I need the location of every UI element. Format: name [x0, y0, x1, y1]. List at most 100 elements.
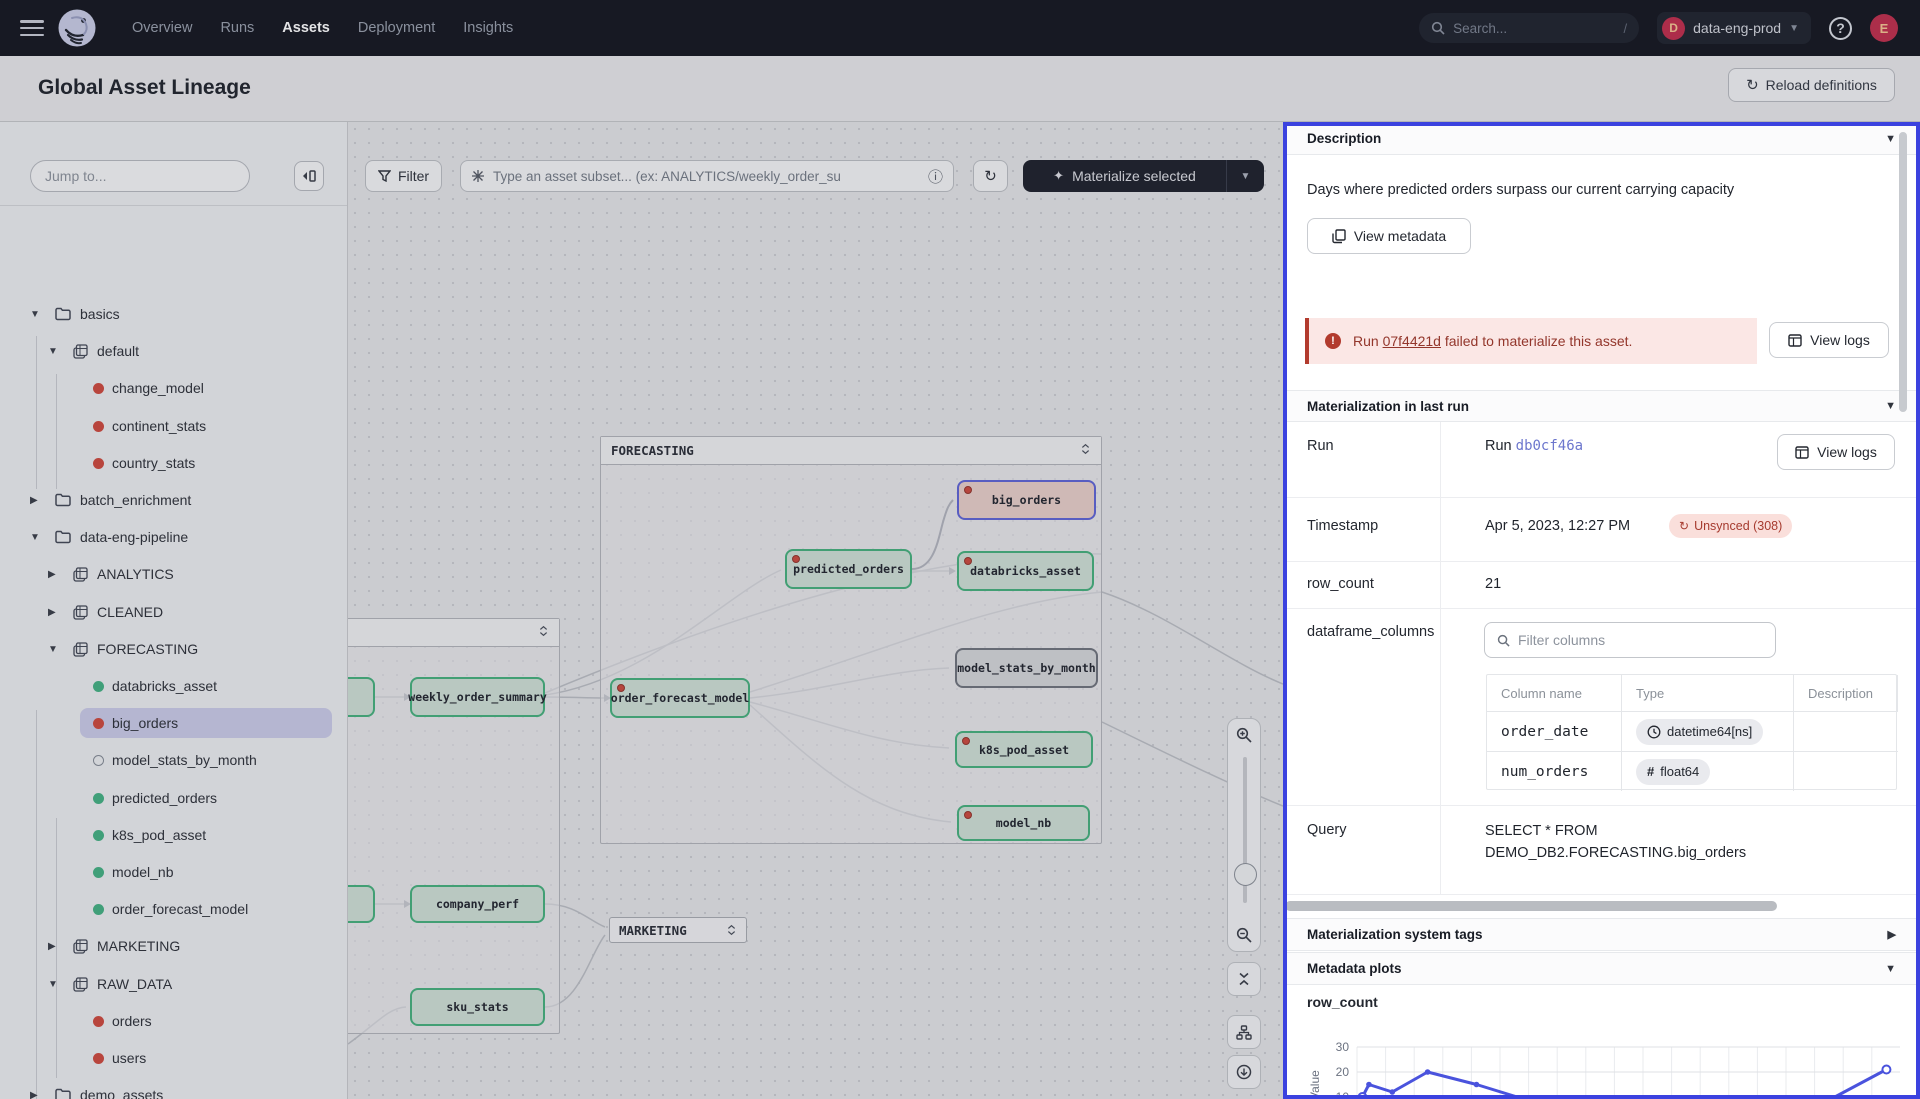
- tree-caret-icon[interactable]: ▼: [48, 979, 58, 990]
- collapse-groups-button[interactable]: [1227, 962, 1261, 996]
- filter-button[interactable]: Filter: [365, 160, 442, 192]
- tree-caret-icon[interactable]: ▶: [48, 607, 56, 618]
- refresh-graph-button[interactable]: ↻: [973, 160, 1008, 192]
- graph-node-databricks_asset[interactable]: databricks_asset: [957, 551, 1094, 591]
- panel-scrollbar[interactable]: [1899, 132, 1907, 412]
- system-tags-section-header[interactable]: Materialization system tags ▶: [1283, 918, 1920, 951]
- global-search-input[interactable]: Search... /: [1419, 13, 1639, 43]
- sidebar-item-batch-enrichment[interactable]: ▶batch_enrichment: [0, 485, 348, 515]
- metadata-plots-section-header[interactable]: Metadata plots ▼: [1283, 952, 1920, 985]
- graph-node-sku_stats[interactable]: sku_stats: [410, 988, 545, 1026]
- collapsed-group-marketing[interactable]: MARKETING: [609, 917, 747, 943]
- sidebar-item-model-stats-by-month[interactable]: model_stats_by_month: [0, 745, 348, 775]
- lineage-graph-canvas[interactable]: FORECASTING MARKETING weekly_order_summary…: [348, 122, 1283, 1099]
- sidebar-item-basics[interactable]: ▼basics: [0, 299, 348, 329]
- graph-node-model_stats_by_month[interactable]: model_stats_by_month: [955, 648, 1098, 688]
- sidebar-item-marketing[interactable]: ▶MARKETING: [0, 931, 348, 961]
- expand-collapse-icon[interactable]: [726, 924, 737, 936]
- nav-item-insights[interactable]: Insights: [463, 20, 513, 36]
- tree-caret-icon[interactable]: ▼: [30, 532, 40, 543]
- sidebar-item-continent-stats[interactable]: continent_stats: [0, 411, 348, 441]
- expand-collapse-icon[interactable]: [1080, 443, 1091, 455]
- graph-node-partial[interactable]: [348, 885, 375, 923]
- sidebar-item-country-stats[interactable]: country_stats: [0, 448, 348, 478]
- zoom-slider-handle[interactable]: [1234, 863, 1257, 886]
- sidebar-item-demo-assets[interactable]: ▶demo_assets: [0, 1080, 348, 1099]
- horizontal-scrollbar[interactable]: [1285, 901, 1777, 911]
- run-view-logs-button[interactable]: View logs: [1777, 434, 1895, 470]
- asset-status-green-dot: [93, 904, 104, 915]
- materialization-section-header[interactable]: Materialization in last run ▼: [1283, 390, 1920, 422]
- graph-node-company_perf[interactable]: company_perf: [410, 885, 545, 923]
- sidebar-item-orders[interactable]: orders: [0, 1006, 348, 1036]
- sidebar-item-cleaned[interactable]: ▶CLEANED: [0, 597, 348, 627]
- graph-node-k8s_pod_asset[interactable]: k8s_pod_asset: [955, 731, 1093, 768]
- asset-status-red-dot: [93, 1016, 104, 1027]
- graph-node-predicted_orders[interactable]: predicted_orders: [785, 549, 912, 589]
- materialize-selected-button[interactable]: ✦Materialize selected ▼: [1023, 160, 1264, 192]
- tree-caret-icon[interactable]: ▶: [30, 495, 38, 506]
- sidebar-item-analytics[interactable]: ▶ANALYTICS: [0, 559, 348, 589]
- timestamp-row-label: Timestamp: [1307, 518, 1378, 534]
- jump-to-input[interactable]: Jump to...: [30, 160, 250, 192]
- alert-view-logs-button[interactable]: View logs: [1769, 322, 1889, 358]
- zoom-out-button[interactable]: [1228, 919, 1260, 951]
- sidebar-item-raw-data[interactable]: ▼RAW_DATA: [0, 969, 348, 999]
- tree-caret-icon[interactable]: ▼: [48, 644, 58, 655]
- sidebar-item-default[interactable]: ▼default: [0, 336, 348, 366]
- graph-node-big_orders[interactable]: big_orders: [957, 480, 1096, 520]
- asset-tree-sidebar: Jump to... ▼basics ▼default change_modelco…: [0, 122, 348, 1099]
- tree-caret-icon[interactable]: ▶: [30, 1090, 38, 1099]
- svg-text:Value: Value: [1308, 1070, 1322, 1099]
- sidebar-item-k8s-pod-asset[interactable]: k8s_pod_asset: [0, 820, 348, 850]
- tree-caret-icon[interactable]: ▶: [48, 941, 56, 952]
- collapse-sidebar-button[interactable]: [294, 161, 324, 191]
- chevron-down-icon: ▼: [1885, 133, 1896, 145]
- sidebar-item-data-eng-pipeline[interactable]: ▼data-eng-pipeline: [0, 522, 348, 552]
- group-header[interactable]: [348, 619, 559, 647]
- graph-node-order_forecast_model[interactable]: order_forecast_model: [610, 678, 750, 718]
- asset-subset-input[interactable]: Type an asset subset... (ex: ANALYTICS/w…: [460, 160, 954, 192]
- sidebar-item-model-nb[interactable]: model_nb: [0, 857, 348, 887]
- group-header[interactable]: FORECASTING: [601, 437, 1101, 465]
- table-cell-name: order_date: [1487, 711, 1622, 751]
- nav-item-deployment[interactable]: Deployment: [358, 20, 435, 36]
- user-avatar[interactable]: E: [1870, 14, 1898, 42]
- graph-node-model_nb[interactable]: model_nb: [957, 805, 1090, 841]
- graph-layout-button[interactable]: [1227, 1015, 1261, 1049]
- group-icon: [73, 567, 88, 582]
- failed-indicator-dot: [617, 684, 625, 692]
- sidebar-item-change-model[interactable]: change_model: [0, 373, 348, 403]
- expand-collapse-icon[interactable]: [538, 625, 549, 637]
- dataframe-columns-label: dataframe_columns: [1307, 624, 1434, 640]
- graph-node-weekly_order_summary[interactable]: weekly_order_summary: [410, 677, 545, 717]
- nav-item-runs[interactable]: Runs: [220, 20, 254, 36]
- graph-node-partial[interactable]: [348, 677, 375, 717]
- tree-caret-icon[interactable]: ▼: [48, 346, 58, 357]
- reload-definitions-button[interactable]: ↻ Reload definitions: [1728, 68, 1895, 102]
- help-icon[interactable]: ?: [1829, 17, 1852, 40]
- asset-status-red-dot: [93, 718, 104, 729]
- recenter-button[interactable]: [1227, 1055, 1261, 1089]
- sidebar-item-order-forecast-model[interactable]: order_forecast_model: [0, 894, 348, 924]
- failed-run-link[interactable]: 07f4421d: [1383, 333, 1441, 349]
- run-row-label: Run: [1307, 438, 1334, 454]
- sidebar-item-users[interactable]: users: [0, 1043, 348, 1073]
- view-metadata-button[interactable]: View metadata: [1307, 218, 1471, 254]
- run-id-link[interactable]: db0cf46a: [1516, 438, 1583, 454]
- filter-columns-input[interactable]: Filter columns: [1484, 622, 1776, 658]
- sidebar-item-forecasting[interactable]: ▼FORECASTING: [0, 634, 348, 664]
- zoom-in-button[interactable]: [1228, 719, 1260, 751]
- hamburger-menu-icon[interactable]: [20, 20, 44, 36]
- nav-item-overview[interactable]: Overview: [132, 20, 192, 36]
- description-section-header[interactable]: Description ▼: [1283, 122, 1920, 155]
- nav-item-assets[interactable]: Assets: [282, 20, 330, 36]
- deployment-switcher[interactable]: D data-eng-prod ▼: [1657, 12, 1811, 44]
- sidebar-item-big-orders[interactable]: big_orders: [0, 708, 348, 738]
- tree-caret-icon[interactable]: ▼: [30, 309, 40, 320]
- sidebar-item-predicted-orders[interactable]: predicted_orders: [0, 783, 348, 813]
- chevron-down-icon: ▼: [1885, 963, 1896, 975]
- tree-caret-icon[interactable]: ▶: [48, 569, 56, 580]
- sidebar-item-databricks-asset[interactable]: databricks_asset: [0, 671, 348, 701]
- materialize-dropdown-caret[interactable]: ▼: [1226, 160, 1264, 192]
